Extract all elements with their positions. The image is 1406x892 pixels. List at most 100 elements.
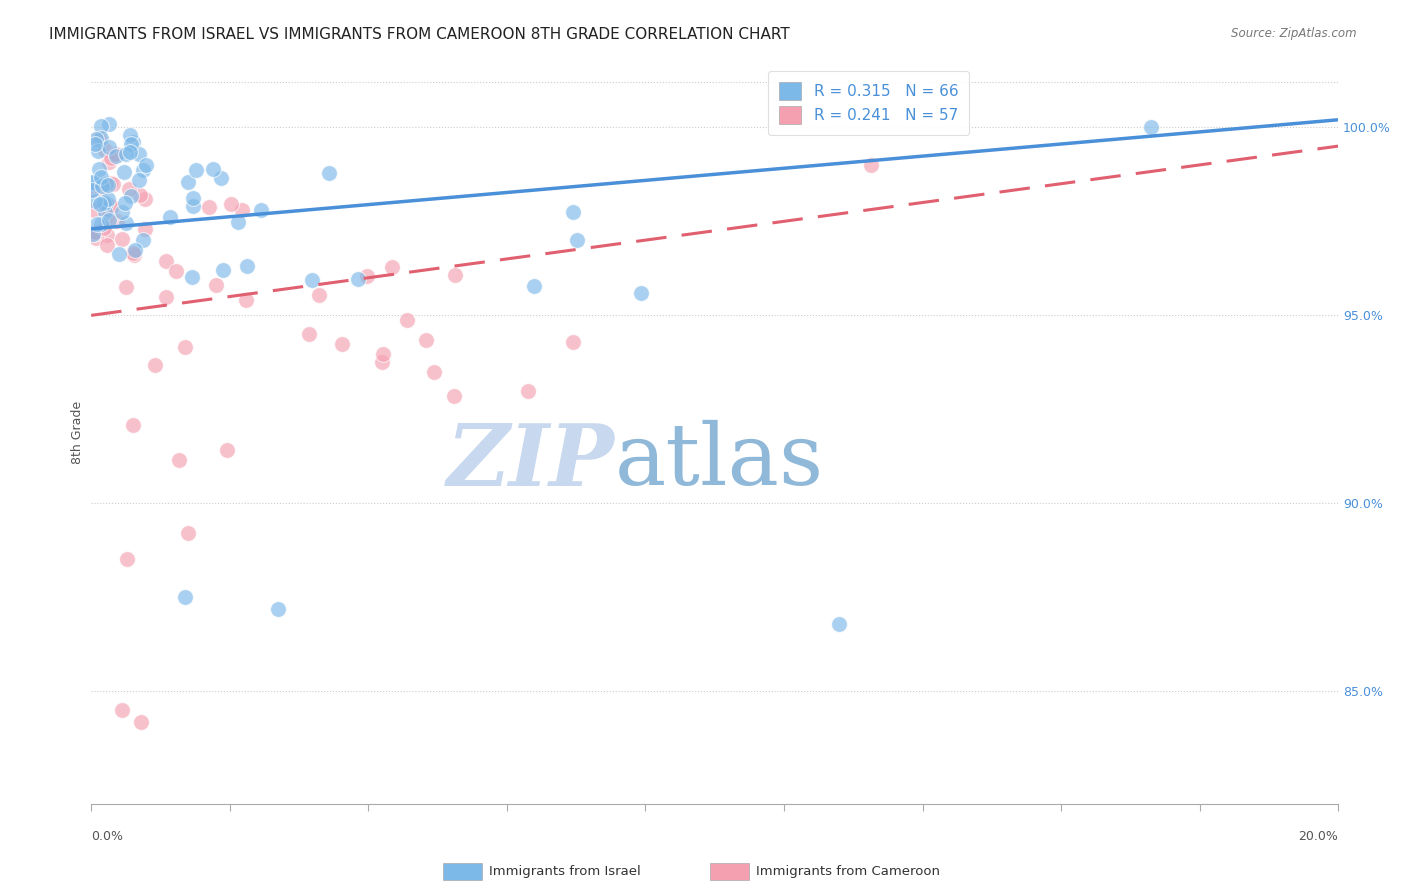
- Point: [84, 132, 107, 146]
- Point: [120, 128, 142, 143]
- Point: [235, 293, 257, 307]
- Point: [371, 355, 394, 369]
- Point: [231, 203, 253, 218]
- Point: [117, 182, 139, 196]
- Point: [1140, 120, 1163, 135]
- Point: [415, 333, 437, 347]
- Point: [165, 264, 187, 278]
- Point: [120, 189, 142, 203]
- Point: [122, 248, 145, 262]
- Point: [98, 155, 121, 169]
- Point: [93, 143, 115, 157]
- Point: [167, 453, 190, 467]
- Point: [250, 202, 273, 217]
- Point: [83, 227, 105, 241]
- Point: [84, 194, 107, 208]
- Point: [212, 263, 235, 277]
- Point: [96, 228, 118, 243]
- Point: [97, 205, 120, 219]
- Point: [330, 337, 353, 351]
- Point: [217, 442, 239, 457]
- Point: [96, 238, 118, 252]
- Point: [129, 188, 152, 202]
- Point: [94, 210, 117, 224]
- Point: [89, 197, 111, 211]
- Point: [134, 221, 156, 235]
- Point: [630, 286, 652, 301]
- Point: [516, 384, 538, 398]
- Text: 20.0%: 20.0%: [1298, 830, 1339, 843]
- Legend: R = 0.315   N = 66, R = 0.241   N = 57: R = 0.315 N = 66, R = 0.241 N = 57: [768, 71, 969, 135]
- Point: [562, 335, 585, 350]
- Point: [108, 246, 131, 260]
- Point: [346, 272, 368, 286]
- Point: [97, 213, 120, 227]
- Y-axis label: 8th Grade: 8th Grade: [72, 401, 84, 464]
- Point: [176, 526, 198, 541]
- Point: [155, 289, 177, 303]
- Point: [83, 225, 105, 239]
- Point: [523, 278, 546, 293]
- Point: [98, 177, 121, 191]
- Point: [97, 140, 120, 154]
- Point: [236, 259, 259, 273]
- Point: [97, 202, 120, 216]
- Point: [80, 183, 103, 197]
- Point: [114, 280, 136, 294]
- Point: [105, 214, 128, 228]
- Point: [173, 591, 195, 605]
- Point: [121, 246, 143, 260]
- Point: [209, 170, 232, 185]
- Point: [132, 233, 155, 247]
- Point: [104, 149, 127, 163]
- Point: [135, 157, 157, 171]
- Point: [115, 552, 138, 566]
- Point: [181, 269, 204, 284]
- Point: [565, 233, 588, 247]
- Text: ZIP: ZIP: [447, 420, 614, 503]
- Point: [82, 227, 104, 241]
- Point: [93, 204, 115, 219]
- Point: [84, 137, 107, 152]
- Point: [115, 147, 138, 161]
- Point: [124, 243, 146, 257]
- Point: [205, 278, 228, 293]
- Point: [173, 340, 195, 354]
- Point: [128, 146, 150, 161]
- Point: [111, 703, 134, 717]
- Point: [101, 178, 124, 192]
- Point: [118, 145, 141, 159]
- Point: [120, 136, 142, 151]
- Point: [90, 131, 112, 145]
- Point: [96, 178, 118, 192]
- Point: [318, 165, 340, 179]
- Point: [90, 170, 112, 185]
- Point: [93, 221, 115, 235]
- Point: [98, 117, 121, 131]
- Point: [90, 120, 112, 134]
- Point: [82, 176, 104, 190]
- Point: [443, 268, 465, 282]
- Point: [380, 260, 402, 275]
- Point: [155, 253, 177, 268]
- Point: [122, 417, 145, 432]
- Text: Immigrants from Cameroon: Immigrants from Cameroon: [756, 865, 941, 878]
- Point: [131, 163, 153, 178]
- Point: [115, 215, 138, 229]
- Point: [97, 178, 120, 192]
- Point: [86, 231, 108, 245]
- Point: [562, 205, 585, 219]
- Point: [371, 346, 394, 360]
- Point: [129, 714, 152, 729]
- Point: [177, 175, 200, 189]
- Point: [97, 192, 120, 206]
- Point: [197, 200, 219, 214]
- Point: [228, 215, 250, 229]
- Text: 0.0%: 0.0%: [91, 830, 124, 843]
- Point: [423, 365, 446, 379]
- Point: [181, 199, 204, 213]
- Point: [301, 273, 323, 287]
- Point: [82, 175, 104, 189]
- Text: IMMIGRANTS FROM ISRAEL VS IMMIGRANTS FROM CAMEROON 8TH GRADE CORRELATION CHART: IMMIGRANTS FROM ISRAEL VS IMMIGRANTS FRO…: [49, 27, 790, 42]
- Point: [111, 205, 134, 219]
